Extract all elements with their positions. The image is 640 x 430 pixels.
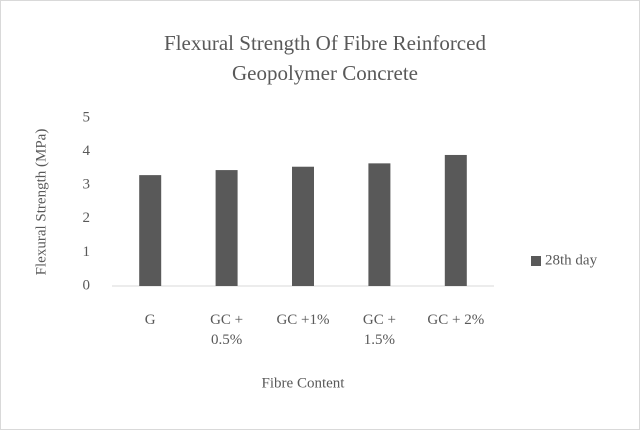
y-tick-label: 2 bbox=[83, 210, 91, 226]
bar bbox=[444, 154, 467, 286]
bar bbox=[215, 170, 238, 286]
y-axis-title: Flexural Strength (MPa) bbox=[33, 129, 49, 276]
legend-label: 28th day bbox=[545, 252, 598, 268]
chart-title: Geopolymer Concrete bbox=[232, 61, 418, 85]
bar bbox=[368, 163, 391, 286]
y-tick-label: 4 bbox=[83, 143, 91, 159]
bar bbox=[139, 175, 162, 286]
y-tick-label: 1 bbox=[83, 244, 91, 260]
y-tick-label: 0 bbox=[83, 277, 91, 293]
x-tick-label: G bbox=[144, 312, 156, 328]
y-tick-label: 3 bbox=[83, 177, 91, 193]
bar bbox=[292, 166, 314, 286]
x-tick-label: GC + 0.5% bbox=[210, 312, 244, 348]
x-tick-label: GC + 2% bbox=[427, 312, 485, 328]
x-tick-label: GC + 1.5% bbox=[362, 312, 396, 348]
chart-title: Flexural Strength Of Fibre Reinforced bbox=[164, 31, 486, 55]
x-tick-label: GC +1% bbox=[276, 312, 330, 328]
y-tick-label: 5 bbox=[83, 109, 91, 125]
x-axis-title: Fibre Content bbox=[262, 375, 346, 391]
legend-swatch bbox=[531, 256, 541, 266]
